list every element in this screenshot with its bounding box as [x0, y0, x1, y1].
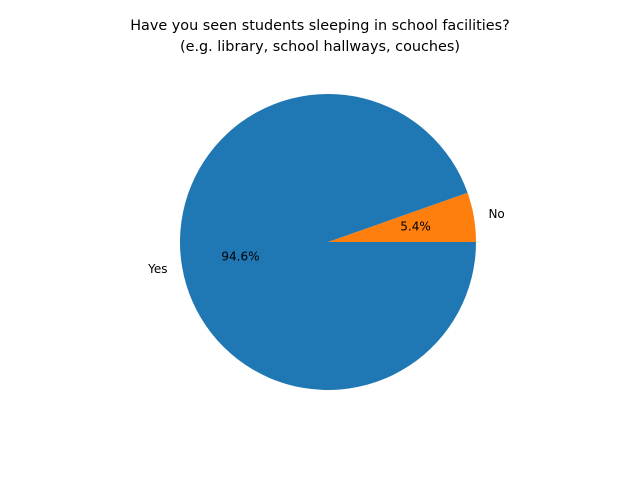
chart-title: Have you seen students sleeping in schoo…	[130, 18, 510, 55]
category-label-no: No	[488, 207, 504, 221]
chart-title-line-2: (e.g. library, school hallways, couches)	[180, 39, 460, 55]
pie-slices	[180, 94, 477, 391]
pie-labels: No 5.4% Yes 94.6%	[147, 207, 505, 276]
percent-label-yes: 94.6%	[221, 249, 259, 263]
pie-slice-no	[328, 192, 476, 242]
category-label-yes: Yes	[147, 262, 167, 276]
chart-title-line-1: Have you seen students sleeping in schoo…	[130, 18, 510, 34]
percent-label-no: 5.4%	[400, 220, 431, 234]
pie-slice-yes	[180, 94, 477, 391]
